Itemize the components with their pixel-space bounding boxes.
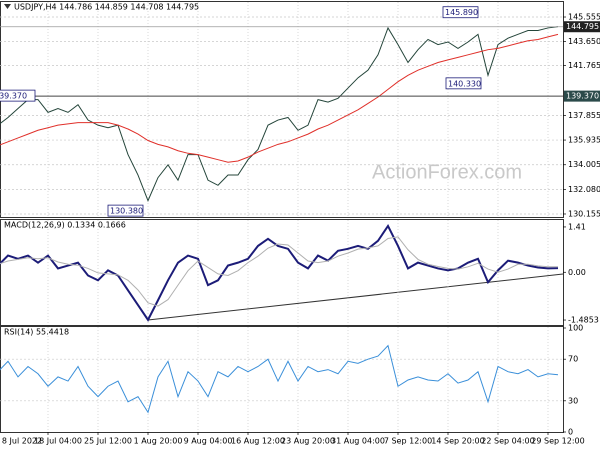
series-line <box>0 26 559 202</box>
annotation-box <box>107 204 144 217</box>
y-tick-label: 134.005 <box>568 160 600 169</box>
level-label: 139.370 <box>566 92 599 101</box>
x-tick-label: 25 Jul 12:00 <box>84 437 132 446</box>
x-tick-label: 22 Sep 04:00 <box>481 437 534 446</box>
panel-title: RSI(14) 55.4418 <box>4 328 69 337</box>
series-line <box>0 344 559 414</box>
x-tick-label: 1 Aug 20:00 <box>134 437 183 446</box>
trend-line <box>147 273 564 321</box>
y-tick-label: 130.155 <box>568 209 600 218</box>
annotation-label: 130.380 <box>110 207 143 216</box>
annotation-box <box>445 77 482 90</box>
watermark: ActionForex.com <box>372 161 522 183</box>
x-tick-label: 9 Aug 04:00 <box>184 437 233 446</box>
panel-frame <box>0 326 564 433</box>
y-tick-label: 70 <box>568 355 578 364</box>
annotation-box <box>442 6 479 19</box>
annotation-label: 145.890 <box>445 8 478 17</box>
series-line <box>0 33 559 163</box>
annotation-label: 140.330 <box>448 79 481 88</box>
menu-icon <box>4 4 11 9</box>
x-tick-label: 7 Sep 12:00 <box>384 437 432 446</box>
x-tick-label: 8 Jul 2022 <box>2 437 42 446</box>
y-tick-label: 143.650 <box>568 37 600 46</box>
y-tick-label: 30 <box>568 396 578 405</box>
level-box <box>564 90 600 102</box>
panel-frame <box>0 1 564 218</box>
x-tick-label: 31 Aug 04:00 <box>331 437 385 446</box>
last-price-label: 144.795 <box>566 22 599 31</box>
y-tick-label: -1.4853 <box>568 316 599 325</box>
last-price-box <box>564 21 600 33</box>
x-tick-label: 18 Jul 04:00 <box>34 437 82 446</box>
y-tick-label: 1.41 <box>568 222 586 231</box>
x-tick-label: 14 Sep 20:00 <box>431 437 484 446</box>
panel-title: MACD(12,26,9) 0.1334 0.1666 <box>4 221 126 230</box>
y-tick-label: 135.935 <box>568 136 600 145</box>
level-label-left: 139.370 <box>0 92 27 101</box>
y-tick-label: 137.855 <box>568 111 600 120</box>
x-tick-label: 29 Sep 12:00 <box>531 437 584 446</box>
y-tick-label: 100 <box>568 324 583 333</box>
series-line <box>0 236 558 307</box>
y-tick-label: 0.00 <box>568 268 586 277</box>
x-tick-label: 16 Aug 12:00 <box>231 437 285 446</box>
y-tick-label: 145.555 <box>568 13 600 22</box>
y-tick-label: 132.080 <box>568 185 600 194</box>
level-box-left <box>0 89 36 102</box>
x-tick-label: 23 Aug 20:00 <box>281 437 335 446</box>
series-line <box>0 224 559 322</box>
y-tick-label: 141.765 <box>568 61 600 70</box>
panel-title: USDJPY,H4 144.786 144.859 144.708 144.79… <box>14 3 199 12</box>
y-tick-label: 0 <box>568 428 573 437</box>
